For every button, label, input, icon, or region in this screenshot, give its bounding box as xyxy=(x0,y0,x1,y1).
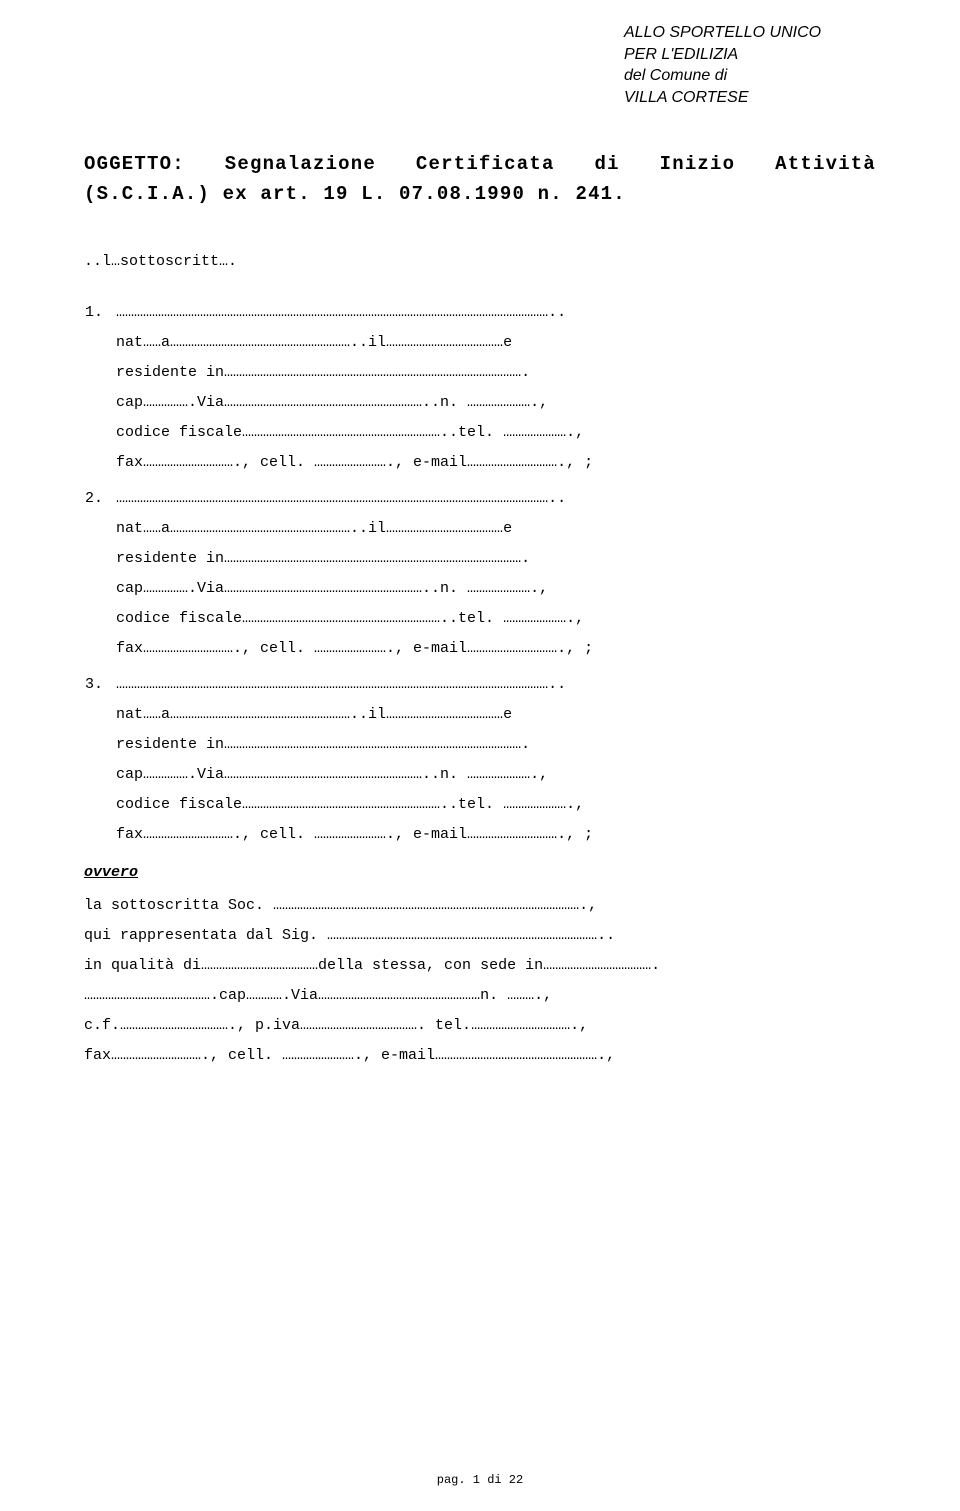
addr-line2: PER L'EDILIZIA xyxy=(624,44,876,66)
subject-line1: OGGETTO: Segnalazione Certificata di Ini… xyxy=(84,153,876,175)
addr-line4: VILLA CORTESE xyxy=(624,87,876,109)
society-address-line: …………………………………….cap………….Via……………………………………… xyxy=(84,981,876,1011)
person-fiscal-line: codice fiscale…………………………………………………………..te… xyxy=(116,604,876,634)
person-birth-line: nat……a……………………………………………………..il…………………………… xyxy=(116,514,876,544)
addr-line1: ALLO SPORTELLO UNICO xyxy=(624,22,876,44)
subject-title: OGGETTO: Segnalazione Certificata di Ini… xyxy=(84,150,876,209)
society-role-line: in qualità di…………………………………della stessa, … xyxy=(84,951,876,981)
addr-line3: del Comune di xyxy=(624,65,876,87)
person-item: …………………………………………………………………………………………………………… xyxy=(112,484,876,664)
society-contact-line: fax…………………………., cell. ……………………., e-mail…… xyxy=(84,1041,876,1071)
person-contact-line: fax…………………………., cell. ……………………., e-mail…… xyxy=(116,448,876,478)
person-birth-line: nat……a……………………………………………………..il…………………………… xyxy=(116,328,876,358)
person-name-line: …………………………………………………………………………………………………………… xyxy=(116,484,876,514)
person-birth-line: nat……a……………………………………………………..il…………………………… xyxy=(116,700,876,730)
person-address-line: cap…………….Via…………………………………………………………..n. …… xyxy=(116,574,876,604)
person-residence-line: residente in…………………………………………………………………………… xyxy=(116,358,876,388)
subject-line2: (S.C.I.A.) ex art. 19 L. 07.08.1990 n. 2… xyxy=(84,180,876,209)
person-name-line: …………………………………………………………………………………………………………… xyxy=(116,298,876,328)
person-block: …………………………………………………………………………………………………………… xyxy=(116,670,876,850)
person-residence-line: residente in…………………………………………………………………………… xyxy=(116,730,876,760)
society-block: la sottoscritta Soc. …………………………………………………… xyxy=(84,891,876,1071)
person-block: …………………………………………………………………………………………………………… xyxy=(116,484,876,664)
society-rep-line: qui rappresentata dal Sig. …………………………………… xyxy=(84,921,876,951)
recipient-address: ALLO SPORTELLO UNICO PER L'EDILIZIA del … xyxy=(624,22,876,108)
undersigned-intro: ..l…sottoscritt…. xyxy=(84,253,876,270)
person-residence-line: residente in…………………………………………………………………………… xyxy=(116,544,876,574)
society-fiscal-line: c.f.………………………………., p.iva…………………………………. t… xyxy=(84,1011,876,1041)
person-item: …………………………………………………………………………………………………………… xyxy=(112,670,876,850)
person-address-line: cap…………….Via…………………………………………………………..n. …… xyxy=(116,388,876,418)
page-footer: pag. 1 di 22 xyxy=(0,1473,960,1487)
person-fiscal-line: codice fiscale…………………………………………………………..te… xyxy=(116,790,876,820)
person-contact-line: fax…………………………., cell. ……………………., e-mail…… xyxy=(116,820,876,850)
ovvero-label: ovvero xyxy=(84,864,876,881)
person-fiscal-line: codice fiscale…………………………………………………………..te… xyxy=(116,418,876,448)
person-item: …………………………………………………………………………………………………………… xyxy=(112,298,876,478)
person-name-line: …………………………………………………………………………………………………………… xyxy=(116,670,876,700)
person-contact-line: fax…………………………., cell. ……………………., e-mail…… xyxy=(116,634,876,664)
society-name-line: la sottoscritta Soc. …………………………………………………… xyxy=(84,891,876,921)
persons-list: …………………………………………………………………………………………………………… xyxy=(84,298,876,850)
person-block: …………………………………………………………………………………………………………… xyxy=(116,298,876,478)
person-address-line: cap…………….Via…………………………………………………………..n. …… xyxy=(116,760,876,790)
